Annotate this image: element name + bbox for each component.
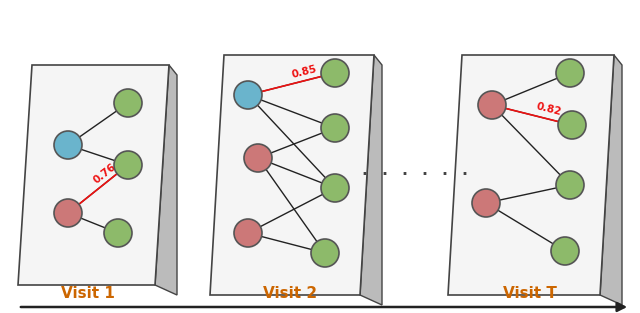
Ellipse shape [472,189,500,217]
Ellipse shape [104,219,132,247]
Polygon shape [155,65,177,295]
Ellipse shape [311,239,339,267]
Text: Visit 1: Visit 1 [61,286,115,301]
Polygon shape [18,65,169,285]
Ellipse shape [558,111,586,139]
Ellipse shape [114,89,142,117]
Polygon shape [360,55,382,305]
Ellipse shape [244,144,272,172]
Ellipse shape [556,59,584,87]
Ellipse shape [54,131,82,159]
Polygon shape [600,55,622,305]
Ellipse shape [114,151,142,179]
Ellipse shape [551,237,579,265]
Ellipse shape [321,174,349,202]
Text: · · · · · ·: · · · · · · [360,166,470,184]
Ellipse shape [54,199,82,227]
Ellipse shape [556,171,584,199]
Ellipse shape [321,59,349,87]
Ellipse shape [234,219,262,247]
Text: Visit T: Visit T [503,286,557,301]
Text: 0.85: 0.85 [290,64,317,80]
Text: 0.76: 0.76 [92,162,118,186]
Ellipse shape [478,91,506,119]
Polygon shape [210,55,374,295]
Text: Visit 2: Visit 2 [263,286,317,301]
Ellipse shape [234,81,262,109]
Polygon shape [448,55,614,295]
Ellipse shape [321,114,349,142]
Text: 0.82: 0.82 [535,101,563,117]
